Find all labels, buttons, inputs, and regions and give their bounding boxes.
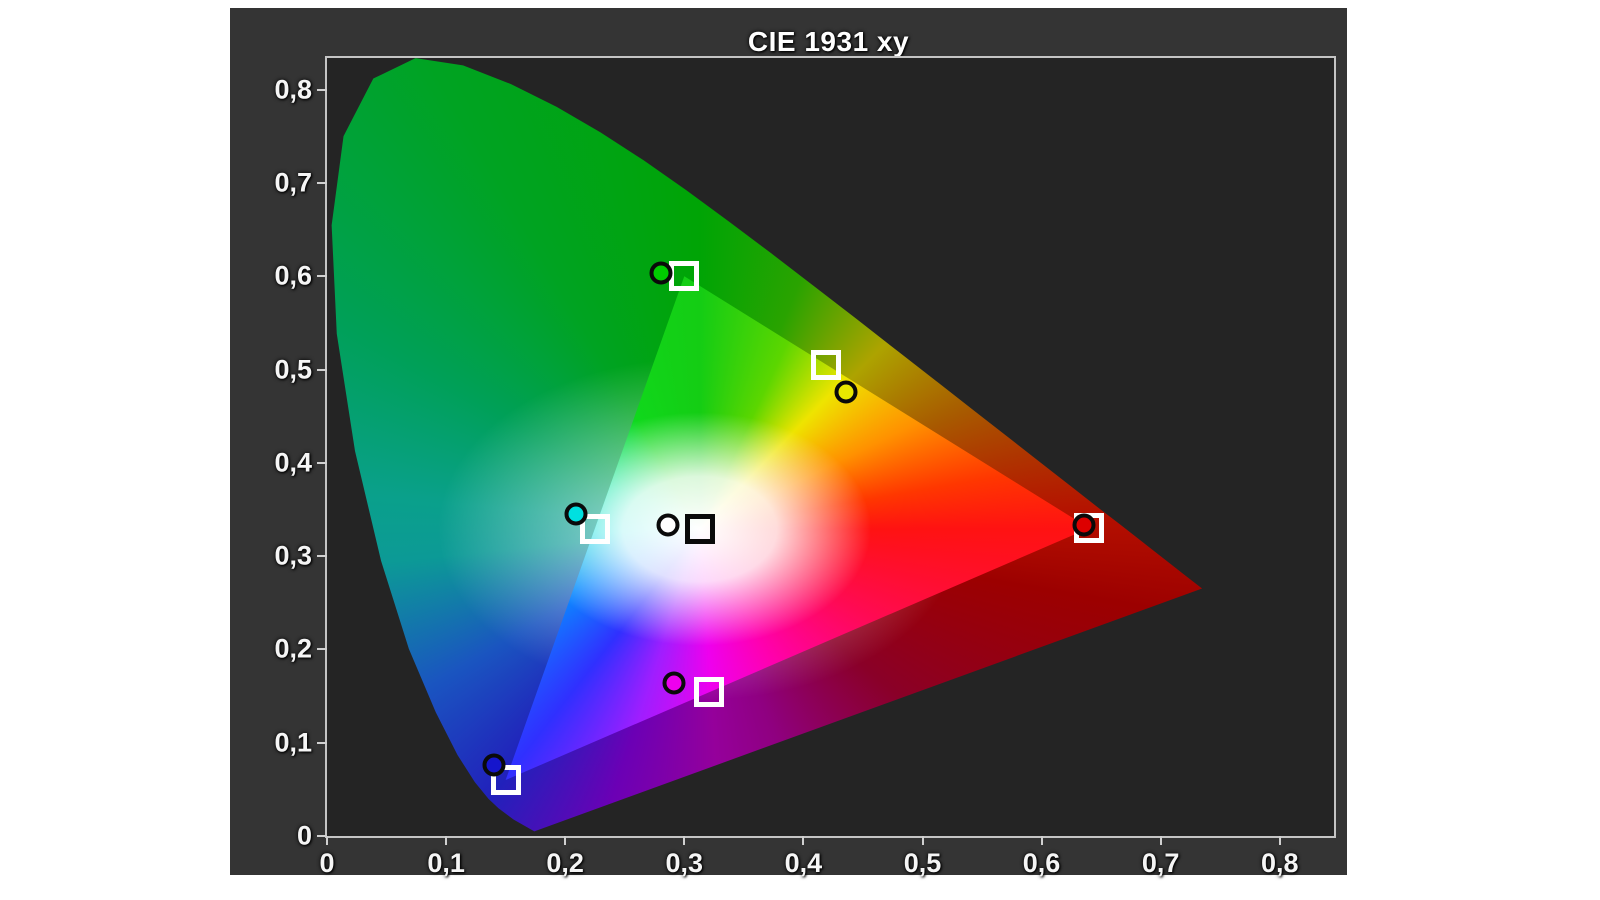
chart-title: CIE 1931 xy [747,26,910,57]
measured-cyan-circle [564,502,588,526]
x-axis-tick [1159,836,1162,845]
y-axis-tick [317,461,327,464]
target-blue-square [490,765,521,796]
x-axis-tick [1278,836,1281,845]
x-axis-tick-label: 0,8 [1261,848,1299,878]
y-axis-tick-label: 0,6 [274,260,312,291]
x-axis-tick [445,836,448,845]
y-axis-tick [317,555,327,558]
x-axis-tick-label: 0,5 [903,848,942,878]
x-axis-tick [683,836,686,845]
y-axis-tick-label: 0,3 [274,540,312,571]
measured-white-circle [656,513,680,537]
y-axis-tick [317,275,327,278]
measured-magenta-circle [662,671,686,695]
x-axis-tick-label: 0,6 [1022,848,1061,878]
y-axis-tick-label: 0,5 [274,354,312,385]
y-axis-tick-label: 0,4 [274,447,312,478]
target-cyan-square [579,514,610,545]
x-axis-tick [1040,836,1043,845]
y-axis-tick [317,368,327,371]
y-axis-tick [317,741,327,744]
x-axis-tick [564,836,567,845]
y-axis-tick [317,648,327,651]
target-markers-layer [327,58,1334,836]
y-axis-tick [317,835,327,837]
x-axis: 0 0,1 0,2 0,3 0,4 0,5 0,6 0,7 0,8 [319,58,1334,878]
measured-yellow-circle [834,380,858,404]
measured-green-circle [649,261,673,285]
target-white-square [684,514,715,545]
y-axis-tick-label: 0,7 [274,167,312,198]
x-axis-tick-label: 0,3 [665,848,704,878]
y-axis-tick [317,182,327,185]
measured-red-circle [1072,513,1096,537]
measured-blue-circle [482,753,506,777]
measured-markers-layer [327,58,1334,836]
x-axis-tick [802,836,805,845]
target-green-square [669,261,700,292]
x-axis-tick-label: 0,1 [427,848,465,878]
y-axis: 0 0,1 0,2 0,3 0,4 0,5 0,6 0,7 0,8 [274,58,1334,851]
x-axis-tick-label: 0 [319,848,335,878]
y-axis-tick-label: 0 [296,820,312,851]
y-axis-tick [317,88,327,91]
plot-area: 0 0,1 0,2 0,3 0,4 0,5 0,6 0,7 0,8 0 0,1 0,2 0,3 0,4 0… [274,56,1336,878]
y-axis-tick-label: 0,1 [274,727,312,758]
x-axis-tick [326,836,328,845]
x-axis-tick-label: 0,2 [546,848,584,878]
x-axis-tick [921,836,924,845]
x-axis-tick-label: 0,7 [1141,848,1180,878]
x-axis-tick-label: 0,4 [784,848,823,878]
target-yellow-square [811,349,842,380]
target-magenta-square [694,677,725,708]
y-axis-tick-label: 0,8 [274,74,312,105]
y-axis-tick-label: 0,2 [274,633,312,664]
